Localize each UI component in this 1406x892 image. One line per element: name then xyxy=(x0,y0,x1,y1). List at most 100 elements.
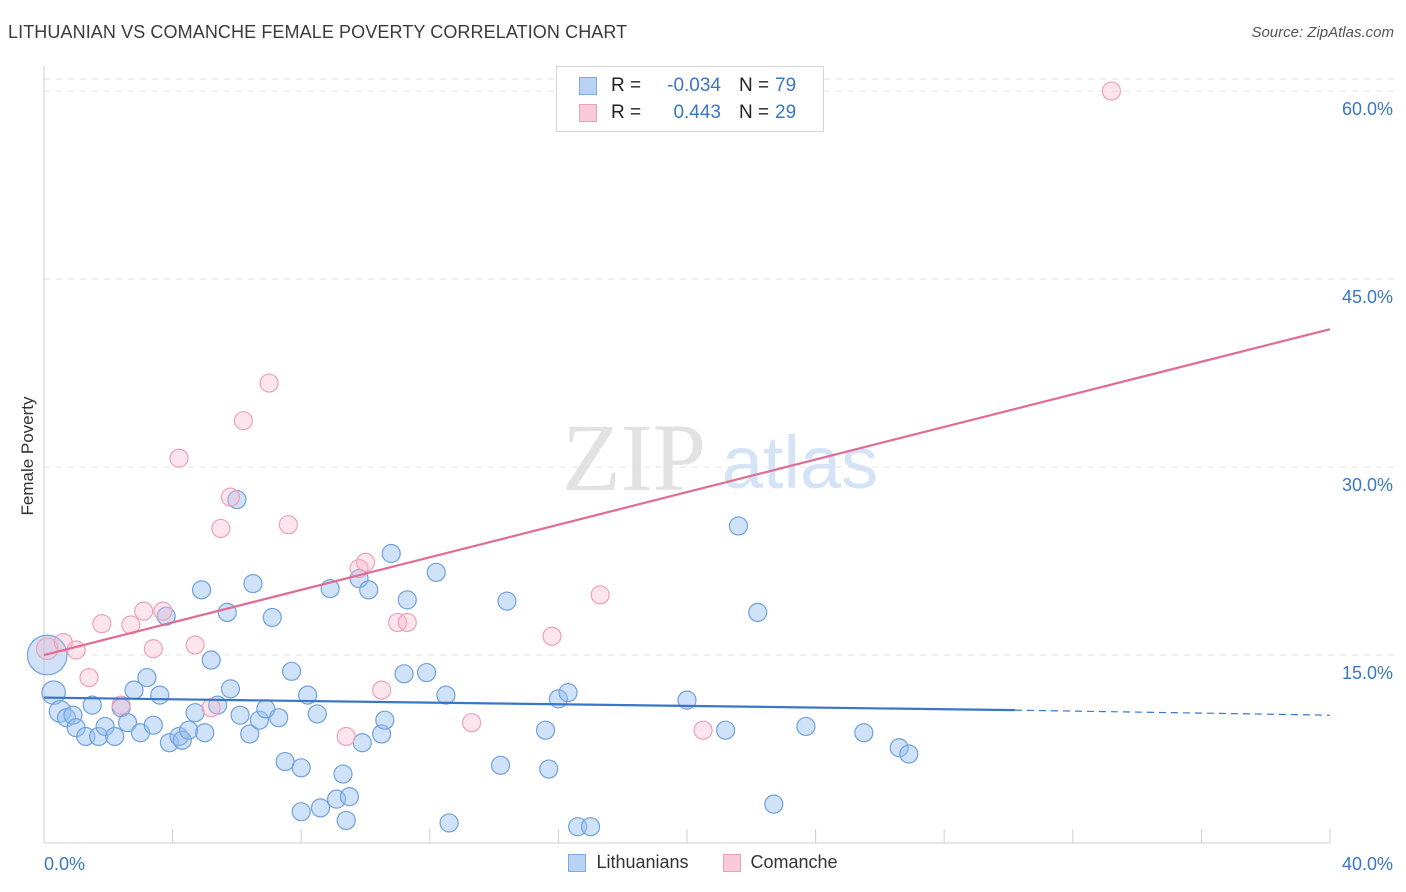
point-lithuanians xyxy=(558,683,578,703)
point-comanche xyxy=(693,720,713,740)
point-comanche xyxy=(153,601,173,621)
point-lithuanians xyxy=(291,758,311,778)
point-comanche xyxy=(233,411,253,431)
point-lithuanians xyxy=(191,580,212,600)
point-lithuanians xyxy=(336,810,356,831)
tick-labels: 15.0% 30.0% 45.0% 60.0% 0.0% 40.0% xyxy=(44,99,1393,874)
trend-line-lithuanians xyxy=(43,696,1015,712)
trend-line-lithuanians-extension xyxy=(1014,709,1331,716)
legend-item-lithuanians[interactable]: Lithuanians xyxy=(568,852,689,873)
point-lithuanians xyxy=(249,710,270,730)
point-lithuanians xyxy=(854,723,874,743)
legend-swatch-lithuanians xyxy=(568,853,587,872)
point-lithuanians xyxy=(375,710,395,730)
point-lithuanians xyxy=(899,744,919,764)
point-comanche xyxy=(66,640,86,660)
point-lithuanians xyxy=(195,723,215,743)
point-comanche xyxy=(259,373,279,393)
y-tick-label: 60.0% xyxy=(1342,99,1393,119)
point-lithuanians xyxy=(677,690,697,710)
point-comanche xyxy=(388,612,408,633)
legend-swatch-comanche xyxy=(722,853,741,872)
point-comanche xyxy=(79,667,99,688)
point-comanche xyxy=(336,726,356,747)
legend-label-comanche: Comanche xyxy=(750,852,838,872)
point-lithuanians xyxy=(281,661,302,681)
point-lithuanians xyxy=(436,685,456,705)
point-comanche xyxy=(92,614,112,634)
point-lithuanians xyxy=(262,607,282,628)
legend-row-comanche: R = 0.443 N = 29 xyxy=(579,100,796,126)
point-comanche xyxy=(169,448,189,468)
point-lithuanians xyxy=(416,662,437,683)
point-comanche xyxy=(461,713,482,733)
point-lithuanians xyxy=(307,704,327,724)
point-lithuanians xyxy=(539,759,559,779)
y-tick-label: 30.0% xyxy=(1342,475,1393,495)
point-lithuanians xyxy=(352,733,372,753)
point-lithuanians xyxy=(137,667,157,688)
point-comanche xyxy=(111,695,131,715)
legend-n-label: N = xyxy=(739,75,770,96)
point-lithuanians xyxy=(117,713,138,733)
point-lithuanians xyxy=(889,738,909,758)
axes xyxy=(43,66,1331,844)
y-tick-label: 15.0% xyxy=(1342,663,1393,683)
point-lithuanians xyxy=(169,726,189,747)
chart-title: LITHUANIAN VS COMANCHE FEMALE POVERTY CO… xyxy=(8,22,628,42)
point-lithuanians xyxy=(150,685,170,705)
watermark-zip: ZIP xyxy=(562,404,706,511)
point-lithuanians xyxy=(359,580,379,600)
legend-item-comanche[interactable]: Comanche xyxy=(722,852,838,873)
point-comanche xyxy=(590,585,610,605)
x-tick-label: 40.0% xyxy=(1342,854,1393,874)
point-comanche xyxy=(211,518,231,539)
point-lithuanians xyxy=(220,679,241,699)
legend-n-value: 79 xyxy=(775,75,797,96)
point-comanche xyxy=(201,698,221,718)
point-comanche xyxy=(185,635,205,655)
point-lithuanians xyxy=(172,730,192,750)
source-credit: Source: ZipAtlas.com xyxy=(1251,24,1394,41)
point-comanche xyxy=(355,552,376,572)
point-comanche xyxy=(35,637,59,661)
point-lithuanians xyxy=(497,591,517,611)
point-lithuanians xyxy=(243,573,263,594)
point-lithuanians xyxy=(728,516,749,536)
point-lithuanians xyxy=(298,685,318,705)
point-lithuanians xyxy=(275,751,295,772)
point-lithuanians xyxy=(240,724,260,744)
legend-r-label: R = xyxy=(611,102,642,123)
legend-r-value: -0.034 xyxy=(667,75,721,96)
point-lithuanians xyxy=(63,705,83,725)
legend-n-label: N = xyxy=(739,102,770,123)
series-comanche xyxy=(35,81,1121,747)
point-lithuanians xyxy=(201,650,221,670)
point-lithuanians xyxy=(143,715,163,735)
point-lithuanians xyxy=(439,813,459,833)
point-comanche xyxy=(397,612,417,633)
point-comanche xyxy=(542,626,562,646)
point-lithuanians xyxy=(748,602,768,623)
point-lithuanians xyxy=(105,726,125,747)
point-lithuanians xyxy=(185,703,205,723)
y-tick-label: 45.0% xyxy=(1342,287,1393,307)
legend-r-label: R = xyxy=(611,75,642,96)
point-lithuanians xyxy=(796,716,816,737)
point-comanche xyxy=(278,515,298,535)
gridlines xyxy=(44,78,1395,656)
point-comanche xyxy=(371,680,392,700)
point-comanche xyxy=(143,639,163,659)
point-lithuanians xyxy=(230,705,250,725)
point-comanche xyxy=(1101,81,1121,101)
point-lithuanians xyxy=(490,755,511,775)
legend-swatch-blue xyxy=(579,77,597,95)
legend-label-lithuanians: Lithuanians xyxy=(596,852,689,872)
series-legend: Lithuanians Comanche xyxy=(0,852,1406,873)
point-lithuanians xyxy=(269,708,289,728)
point-lithuanians xyxy=(310,798,331,818)
point-lithuanians xyxy=(339,787,360,807)
point-lithuanians xyxy=(535,720,556,740)
point-lithuanians xyxy=(715,720,736,740)
